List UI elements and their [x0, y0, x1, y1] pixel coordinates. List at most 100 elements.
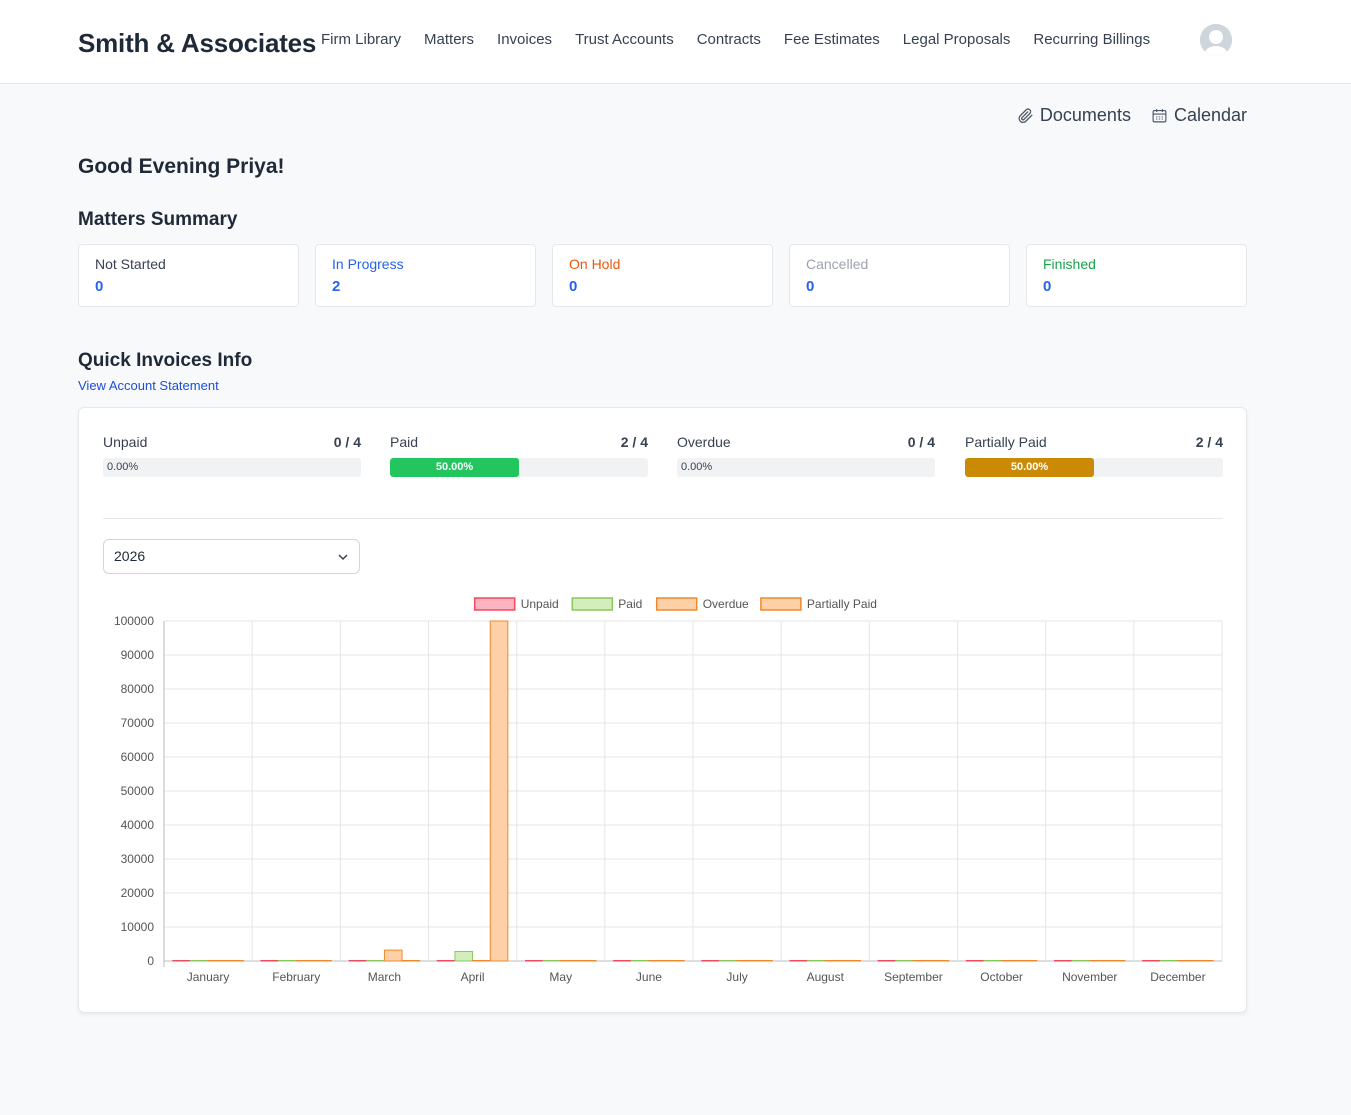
bar-paid [366, 960, 385, 962]
user-avatar-icon[interactable] [1200, 24, 1232, 56]
y-tick-label: 30000 [121, 852, 155, 866]
x-tick-label: August [807, 970, 845, 984]
y-tick-label: 10000 [121, 920, 155, 934]
stat-label: Unpaid [103, 434, 148, 450]
matter-card-cancelled[interactable]: Cancelled 0 [789, 244, 1010, 307]
documents-link[interactable]: Documents [1017, 105, 1131, 126]
legend-label: Overdue [703, 597, 749, 611]
bar-partially-paid [666, 960, 685, 962]
chart-legend: Unpaid Paid Overdue Partially Paid [473, 597, 877, 611]
progress-bar: 50.00% [965, 458, 1223, 477]
matter-card-finished[interactable]: Finished 0 [1026, 244, 1247, 307]
progress-bar: 50.00% [390, 458, 648, 477]
nav-matters[interactable]: Matters [424, 31, 475, 48]
invoices-bar-chart: Unpaid Paid Overdue Partially Paid 0 10000 200… [114, 597, 1223, 984]
progress-fill [965, 458, 1094, 477]
stat-label: Overdue [677, 434, 731, 450]
bar-unpaid [524, 960, 544, 962]
matter-card-label: In Progress [332, 256, 404, 272]
bar-paid [1071, 960, 1091, 962]
nav-trust-accounts[interactable]: Trust Accounts [575, 31, 674, 48]
year-select[interactable]: 2026 [103, 539, 360, 574]
bar-paid [542, 960, 562, 962]
matter-card-count: 0 [1043, 278, 1052, 295]
legend-swatch [473, 597, 516, 611]
bar-partially-paid [930, 960, 950, 962]
top-navbar: Smith & Associates Firm Library Matters … [0, 0, 1351, 84]
nav-firm-library[interactable]: Firm Library [321, 31, 402, 48]
bar-overdue [383, 949, 403, 962]
matter-card-count: 0 [569, 278, 578, 295]
invoice-stat-unpaid: Unpaid 0 / 4 0.00% [103, 434, 361, 477]
nav-contracts[interactable]: Contracts [696, 31, 761, 48]
invoice-stat-overdue: Overdue 0 / 4 0.00% [677, 434, 935, 477]
nav-legal-proposals[interactable]: Legal Proposals [902, 31, 1011, 48]
x-tick-label: March [368, 970, 401, 984]
y-tick-label: 50000 [121, 784, 155, 798]
paperclip-icon [1018, 108, 1033, 124]
stat-label: Paid [390, 434, 419, 450]
view-account-statement-link[interactable]: View Account Statement [78, 378, 219, 393]
stat-fraction: 0 / 4 [333, 434, 361, 450]
progress-percent: 0.00% [107, 461, 139, 473]
legend-swatch [655, 597, 698, 611]
bar-partially-paid [1195, 960, 1214, 962]
x-tick-label: July [726, 970, 747, 984]
bar-unpaid [1053, 960, 1073, 962]
matter-card-label: Not Started [95, 256, 166, 272]
year-select-value: 2026 [114, 548, 146, 564]
legend-label: Partially Paid [807, 597, 877, 611]
x-tick-label: May [549, 970, 572, 984]
bar-unpaid [701, 960, 720, 962]
y-tick-label: 60000 [121, 750, 155, 764]
bar-unpaid [348, 960, 368, 962]
nav-fee-estimates[interactable]: Fee Estimates [783, 31, 880, 48]
bar-overdue [560, 960, 579, 962]
bar-paid [807, 960, 826, 962]
x-tick-label: April [461, 970, 485, 984]
bar-paid [718, 960, 738, 962]
bar-paid [278, 960, 297, 962]
bar-unpaid [965, 960, 985, 962]
bar-unpaid [172, 960, 191, 962]
x-tick-label: September [884, 970, 943, 984]
matter-card-label: On Hold [569, 256, 621, 272]
matter-card-label: Cancelled [806, 256, 869, 272]
invoice-stat-paid: Paid 2 / 4 50.00% [390, 434, 648, 477]
stat-fraction: 0 / 4 [907, 434, 935, 450]
quick-links: Documents Calendar [1017, 105, 1247, 126]
matter-card-in-progress[interactable]: In Progress 2 [315, 244, 536, 307]
bar-unpaid [613, 960, 632, 962]
y-tick-label: 70000 [121, 716, 155, 730]
bar-unpaid [1142, 960, 1161, 962]
nav-invoices[interactable]: Invoices [497, 31, 553, 48]
nav-recurring-billings[interactable]: Recurring Billings [1033, 31, 1151, 48]
bar-overdue [736, 960, 756, 962]
bar-paid [454, 950, 474, 962]
documents-label: Documents [1039, 105, 1131, 125]
matter-card-not-started[interactable]: Not Started 0 [78, 244, 299, 307]
bar-unpaid [260, 960, 280, 962]
bar-partially-paid [1106, 960, 1126, 962]
brand-logo[interactable]: Smith & Associates [78, 28, 317, 58]
matter-card-on-hold[interactable]: On Hold 0 [552, 244, 773, 307]
invoice-stat-partially-paid: Partially Paid 2 / 4 50.00% [965, 434, 1223, 477]
bar-overdue [207, 960, 227, 962]
x-tick-label: February [272, 970, 320, 984]
matter-card-count: 2 [332, 278, 341, 295]
invoices-panel: Unpaid 0 / 4 0.00% Paid 2 / 4 50.00% Overd… [78, 407, 1247, 1013]
bar-overdue [912, 960, 932, 962]
x-tick-label: November [1062, 970, 1117, 984]
calendar-link[interactable]: Calendar [1151, 105, 1247, 126]
matter-card-count: 0 [95, 278, 104, 295]
bar-partially-paid [313, 960, 333, 962]
progress-fill [390, 458, 519, 477]
matter-card-count: 0 [806, 278, 815, 295]
stat-fraction: 2 / 4 [620, 434, 648, 450]
x-tick-label: October [980, 970, 1023, 984]
bar-partially-paid [1018, 960, 1038, 962]
bar-unpaid [877, 960, 897, 962]
bar-overdue [1177, 960, 1197, 962]
progress-percent: 0.00% [681, 461, 713, 473]
bar-paid [630, 960, 650, 962]
